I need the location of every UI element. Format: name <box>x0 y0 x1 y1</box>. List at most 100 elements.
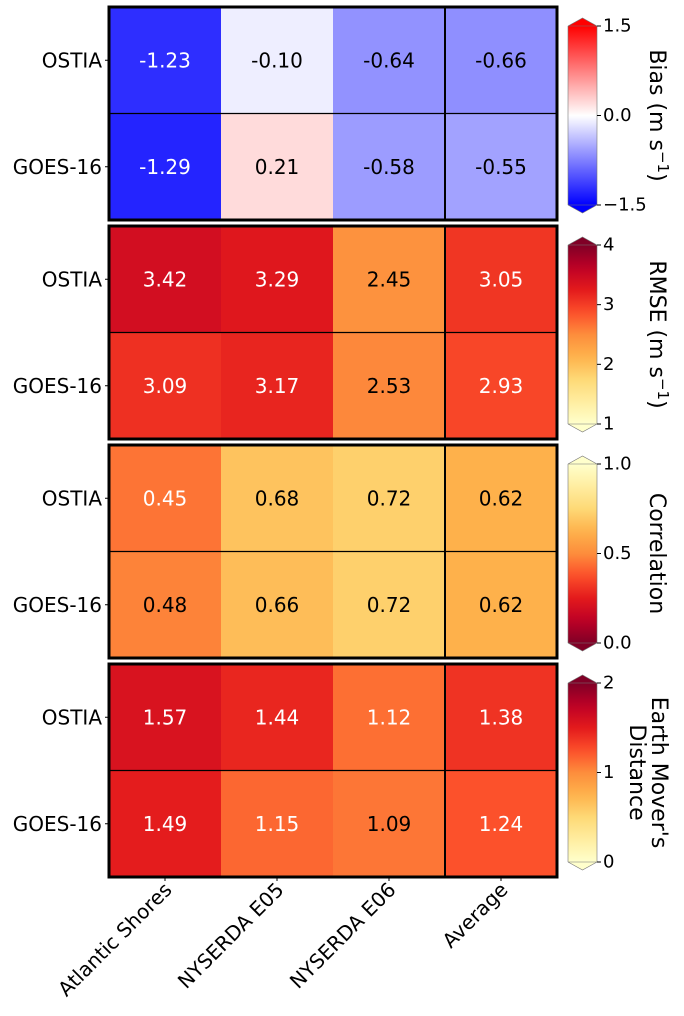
colorbar-extend-min <box>567 423 598 433</box>
heatmap-cell <box>221 664 334 771</box>
cell-value-label: 1.38 <box>479 705 524 729</box>
cell-value-label: 0.62 <box>479 486 524 510</box>
cell-value-label: 1.49 <box>143 812 188 836</box>
cell-value-label: 0.72 <box>367 593 412 617</box>
heatmap-cell <box>333 664 446 771</box>
cell-value-label: 0.68 <box>255 486 300 510</box>
heatmap-cell <box>333 770 446 878</box>
colorbar <box>568 464 597 643</box>
colorbar-tick-label: 4 <box>603 235 614 256</box>
colorbar-label: RMSE (m s−1) <box>644 260 672 408</box>
colorbar <box>568 245 597 424</box>
cell-value-label: -1.29 <box>139 155 191 179</box>
y-tick-label: GOES-16 <box>13 812 102 836</box>
heatmap-cell <box>109 445 222 552</box>
cell-value-label: 1.09 <box>367 812 412 836</box>
heatmap-cell <box>333 226 446 333</box>
colorbar-extend-max <box>567 236 598 246</box>
heatmap-cell <box>221 770 334 878</box>
cell-value-label: 1.24 <box>479 812 524 836</box>
x-tick-label: Average <box>437 878 512 953</box>
colorbar-tick-label: 2 <box>603 673 614 694</box>
y-tick-label: OSTIA <box>42 486 103 510</box>
colorbar <box>568 683 597 862</box>
cell-value-label: 3.09 <box>143 374 188 398</box>
colorbar-tick-label: 1 <box>603 414 614 435</box>
heatmap-cell <box>109 332 222 440</box>
colorbar-tick-label: 0 <box>603 852 614 873</box>
cell-value-label: -0.64 <box>363 48 415 72</box>
colorbar-tick-label: 0.0 <box>603 105 632 126</box>
y-tick-label: OSTIA <box>42 267 103 291</box>
cell-value-label: -0.10 <box>251 48 303 72</box>
x-tick-label: NYSERDA E05 <box>173 878 289 994</box>
heatmap-cell <box>221 551 334 659</box>
colorbar-tick-label: 1.5 <box>603 16 632 37</box>
heatmap-cell <box>445 7 558 114</box>
cell-value-label: -0.66 <box>475 48 527 72</box>
cell-value-label: -0.55 <box>475 155 527 179</box>
cell-value-label: 3.05 <box>479 267 524 291</box>
y-tick-label: OSTIA <box>42 705 103 729</box>
colorbar-extend-min <box>567 642 598 652</box>
heatmap-cell <box>445 113 558 221</box>
heatmap-cell <box>109 7 222 114</box>
x-tick-label: NYSERDA E06 <box>285 878 401 994</box>
heatmap-cell <box>445 770 558 878</box>
panel-frame <box>107 5 559 222</box>
heatmap-cell <box>109 226 222 333</box>
cell-value-label: 1.57 <box>143 705 188 729</box>
cell-value-label: 2.45 <box>367 267 412 291</box>
colorbar-extend-min <box>567 861 598 871</box>
colorbar-tick-label: 1.0 <box>603 454 632 475</box>
colorbar-tick-label: 1 <box>603 762 614 783</box>
heatmap-cell <box>445 332 558 440</box>
y-tick-label: OSTIA <box>42 48 103 72</box>
cell-value-label: 1.15 <box>255 812 300 836</box>
heatmap-cell <box>445 551 558 659</box>
heatmap-cell <box>333 332 446 440</box>
heatmap-cell <box>109 770 222 878</box>
colorbar-extend-max <box>567 455 598 465</box>
y-tick-label: GOES-16 <box>13 155 102 179</box>
colorbar-tick-label: 3 <box>603 294 614 315</box>
panel-frame <box>107 662 559 879</box>
colorbar-label: Bias (m s−1) <box>644 49 672 181</box>
cell-value-label: 0.45 <box>143 486 188 510</box>
heatmap-cell <box>445 664 558 771</box>
colorbar-extend-max <box>567 17 598 27</box>
heatmap-cell <box>221 226 334 333</box>
heatmap-cell <box>333 445 446 552</box>
y-tick-label: GOES-16 <box>13 593 102 617</box>
colorbar <box>568 26 597 205</box>
colorbar-extend-max <box>567 674 598 684</box>
colorbar-tick-label: −1.5 <box>603 195 647 216</box>
colorbar-tick-label: 0.5 <box>603 543 632 564</box>
cell-value-label: 0.66 <box>255 593 300 617</box>
heatmap-cell <box>221 445 334 552</box>
colorbar-tick-label: 0.0 <box>603 633 632 654</box>
heatmap-cell <box>221 332 334 440</box>
colorbar-tick-label: 2 <box>603 354 614 375</box>
heatmap-cell <box>333 551 446 659</box>
heatmap-cell <box>221 7 334 114</box>
colorbar-label: Correlation <box>644 493 669 614</box>
cell-value-label: 1.12 <box>367 705 412 729</box>
y-tick-label: GOES-16 <box>13 374 102 398</box>
cell-value-label: -0.58 <box>363 155 415 179</box>
x-tick-label: Atlantic Shores <box>53 878 176 1001</box>
cell-value-label: 3.42 <box>143 267 188 291</box>
cell-value-label: 3.17 <box>255 374 300 398</box>
cell-value-label: 0.62 <box>479 593 524 617</box>
cell-value-label: 2.93 <box>479 374 524 398</box>
cell-value-label: 2.53 <box>367 374 412 398</box>
heatmap-cell <box>109 551 222 659</box>
cell-value-label: -1.23 <box>139 48 191 72</box>
panel-frame <box>107 443 559 660</box>
cell-value-label: 3.29 <box>255 267 300 291</box>
heatmap-cell <box>445 445 558 552</box>
colorbar-label: Earth Mover'sDistance <box>624 697 671 849</box>
cell-value-label: 0.72 <box>367 486 412 510</box>
heatmap-cell <box>333 7 446 114</box>
